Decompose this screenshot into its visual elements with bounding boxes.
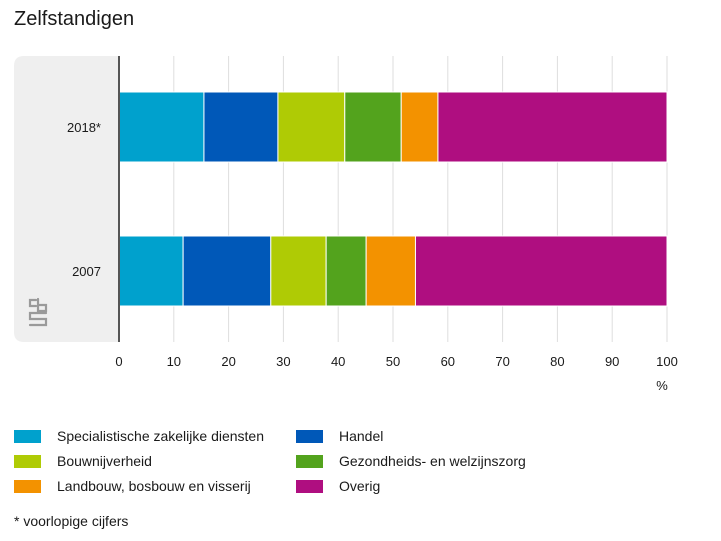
- bar-segment: [325, 235, 367, 307]
- footnote: * voorlopige cijfers: [14, 513, 129, 529]
- legend-label: Bouwnijverheid: [57, 453, 152, 469]
- x-tick-label: 0: [115, 354, 122, 369]
- bar-segment: [270, 235, 327, 307]
- x-tick-label: 90: [605, 354, 619, 369]
- bar-segment: [414, 235, 668, 307]
- x-tick-label: 30: [276, 354, 290, 369]
- x-tick-label: 20: [221, 354, 235, 369]
- stacked-bar-chart: 2018* 2007 0 10 20 30 40 50 60 70 80 90 100 %: [14, 56, 678, 393]
- bar-segment: [344, 91, 402, 163]
- bar-segment: [400, 91, 439, 163]
- legend-swatch: [14, 479, 41, 493]
- x-tick-label: 40: [331, 354, 345, 369]
- bar-segment: [277, 91, 346, 163]
- x-tick-label: 50: [386, 354, 400, 369]
- cbs-logo-icon: [28, 297, 48, 327]
- legend-label: Specialistische zakelijke diensten: [57, 428, 264, 444]
- legend-item: Handel: [296, 428, 383, 444]
- bars-group: [118, 91, 668, 307]
- x-tick-label: 10: [167, 354, 181, 369]
- bar-segment: [182, 235, 272, 307]
- legend-swatch: [296, 429, 323, 443]
- legend-item: Bouwnijverheid: [14, 453, 152, 469]
- x-tick-label: 80: [550, 354, 564, 369]
- category-label: 2007: [72, 264, 101, 279]
- x-tick-labels: 0 10 20 30 40 50 60 70 80 90 100: [115, 354, 677, 369]
- bar-segment: [437, 91, 668, 163]
- legend-label: Gezondheids- en welzijnszorg: [339, 453, 526, 469]
- x-axis-unit-label: %: [656, 378, 668, 393]
- category-label: 2018*: [67, 120, 101, 135]
- category-labels: 2018* 2007: [67, 120, 101, 279]
- x-tick-label: 100: [656, 354, 678, 369]
- bar-segment: [118, 91, 205, 163]
- x-tick-label: 60: [441, 354, 455, 369]
- plot-background-panel: [14, 56, 119, 342]
- legend-item: Specialistische zakelijke diensten: [14, 428, 264, 444]
- legend-label: Overig: [339, 478, 381, 494]
- legend-item: Landbouw, bosbouw en visserij: [14, 478, 251, 494]
- legend-swatch: [14, 454, 41, 468]
- legend-label: Handel: [339, 428, 384, 444]
- legend-item: Gezondheids- en welzijnszorg: [296, 453, 526, 469]
- chart-title: Zelfstandigen: [14, 8, 135, 30]
- legend-item: Overig: [296, 478, 380, 494]
- x-tick-label: 70: [495, 354, 509, 369]
- legend-swatch: [296, 454, 323, 468]
- bar-segment: [203, 91, 279, 163]
- legend-swatch: [296, 479, 323, 493]
- legend-label: Landbouw, bosbouw en visserij: [57, 478, 251, 494]
- legend-swatch: [14, 429, 41, 443]
- bar-segment: [365, 235, 416, 307]
- bar-segment: [118, 235, 184, 307]
